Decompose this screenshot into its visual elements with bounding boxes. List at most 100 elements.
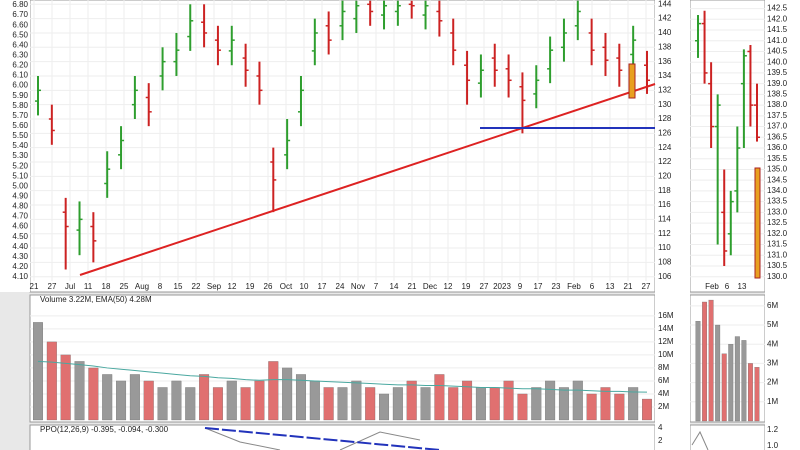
y-tick-label: 6.50 xyxy=(12,30,28,39)
x-tick-label: 27 xyxy=(480,282,489,291)
volume-bar xyxy=(503,380,514,421)
y-tick-label: 138.5 xyxy=(767,89,788,98)
y-tick-label: 142.5 xyxy=(767,4,788,13)
volume-bar xyxy=(614,393,625,421)
y-tick-label: 5M xyxy=(767,320,778,329)
volume-bar xyxy=(754,367,760,422)
volume-bar xyxy=(517,393,528,421)
y-tick-label: 5.60 xyxy=(12,121,28,130)
y-tick-label: 132 xyxy=(658,85,672,94)
ppo-panel xyxy=(29,424,656,450)
volume-bar xyxy=(379,393,390,421)
x-tick-label: 18 xyxy=(102,282,111,291)
y-tick-label: 139.5 xyxy=(767,68,788,77)
x-tick-label: 23 xyxy=(552,282,561,291)
y-tick-label: 2M xyxy=(767,378,778,387)
x-tick-label: 21 xyxy=(624,282,633,291)
volume-bar xyxy=(741,340,747,422)
volume-bar xyxy=(406,380,417,421)
volume-bar xyxy=(157,387,168,421)
volume-bar xyxy=(60,354,71,421)
y-tick-label: 4.40 xyxy=(12,242,28,251)
volume-bar xyxy=(46,341,57,421)
y-tick-label: 130.5 xyxy=(767,261,788,270)
volume-bar xyxy=(74,361,85,421)
y-tick-label: 138 xyxy=(658,42,672,51)
y-tick-label: 139.0 xyxy=(767,79,788,88)
volume-bar xyxy=(475,387,486,421)
y-tick-label: 6.80 xyxy=(12,0,28,9)
y-tick-label: 5.10 xyxy=(12,171,28,180)
x-tick-label: 27 xyxy=(48,282,57,291)
y-tick-label: 135.5 xyxy=(767,154,788,163)
y-tick-label: 112 xyxy=(658,229,671,238)
y-tick-label: 4.20 xyxy=(12,262,28,271)
volume-bar xyxy=(365,387,376,421)
volume-bar xyxy=(489,387,500,421)
x-tick-label: 19 xyxy=(246,282,255,291)
x-tick-label: 15 xyxy=(174,282,183,291)
volume-bar xyxy=(708,299,714,422)
y-tick-label: 6.40 xyxy=(12,40,28,49)
y-tick-label: 6.60 xyxy=(12,20,28,29)
x-tick-label: Jul xyxy=(65,282,75,291)
volume-bar xyxy=(702,301,707,422)
ppo-line xyxy=(339,431,421,450)
y-tick-label: 122 xyxy=(658,157,672,166)
x-tick-label: 9 xyxy=(518,282,523,291)
x-tick-label: 17 xyxy=(318,282,327,291)
y-tick-label: 4.30 xyxy=(12,252,28,261)
volume-bar xyxy=(226,380,237,421)
y-tick-label: 5.70 xyxy=(12,111,28,120)
y-tick-label: 133.5 xyxy=(767,197,788,206)
volume-bar xyxy=(695,321,701,422)
x-tick-label: Aug xyxy=(135,282,149,291)
mini-ppo-panel xyxy=(689,424,766,450)
x-tick-label: 27 xyxy=(642,282,651,291)
x-tick-label: 8 xyxy=(158,282,163,291)
y-tick-label: 131.5 xyxy=(767,240,788,249)
y-tick-label: 116 xyxy=(658,200,671,209)
x-tick-label: 13 xyxy=(606,282,615,291)
y-tick-label: 130.0 xyxy=(767,272,788,281)
ema-line xyxy=(37,360,648,393)
ppo-legend: PPO(12,26,9) -0.395, -0.094, -0.300 xyxy=(40,425,169,434)
volume-bar xyxy=(309,380,320,421)
volume-bar xyxy=(448,387,459,421)
y-tick-label: 8M xyxy=(658,363,669,372)
volume-bar xyxy=(728,344,734,422)
volume-bar xyxy=(240,387,251,421)
y-tick-label: 5.40 xyxy=(12,141,28,150)
x-tick-label: 24 xyxy=(336,282,345,291)
x-tick-label: 7 xyxy=(374,282,379,291)
y-tick-label: 16M xyxy=(658,311,674,320)
volume-legend: Volume 3.22M, EMA(50) 4.28M xyxy=(40,295,152,304)
highlight-box xyxy=(628,63,636,99)
volume-bar xyxy=(748,363,753,422)
x-tick-label: 14 xyxy=(390,282,399,291)
y-tick-label: 137.0 xyxy=(767,122,788,131)
ppo-trend-line xyxy=(204,427,441,450)
x-tick-label: 25 xyxy=(120,282,129,291)
x-tick-label: 6 xyxy=(590,282,595,291)
x-tick-label: 21 xyxy=(408,282,417,291)
y-tick-label: 1.0 xyxy=(767,441,779,450)
y-tick-label: 138.0 xyxy=(767,100,788,109)
mini-volume-panel xyxy=(689,294,766,423)
y-tick-label: 4M xyxy=(767,339,778,348)
y-tick-label: 142.0 xyxy=(767,14,788,23)
y-tick-label: 5.90 xyxy=(12,91,28,100)
y-tick-label: 141.5 xyxy=(767,25,788,34)
y-tick-label: 120 xyxy=(658,171,672,180)
y-tick-label: 6.70 xyxy=(12,10,28,19)
y-tick-label: 5.20 xyxy=(12,161,28,170)
highlight-box xyxy=(754,167,761,279)
mini-axis-area xyxy=(765,0,800,450)
volume-bar xyxy=(295,374,306,421)
x-tick-label: 6 xyxy=(725,282,730,291)
y-tick-label: 136 xyxy=(658,57,672,66)
volume-bar xyxy=(586,393,597,421)
x-tick-label: Oct xyxy=(280,282,293,291)
volume-bar xyxy=(129,374,140,421)
